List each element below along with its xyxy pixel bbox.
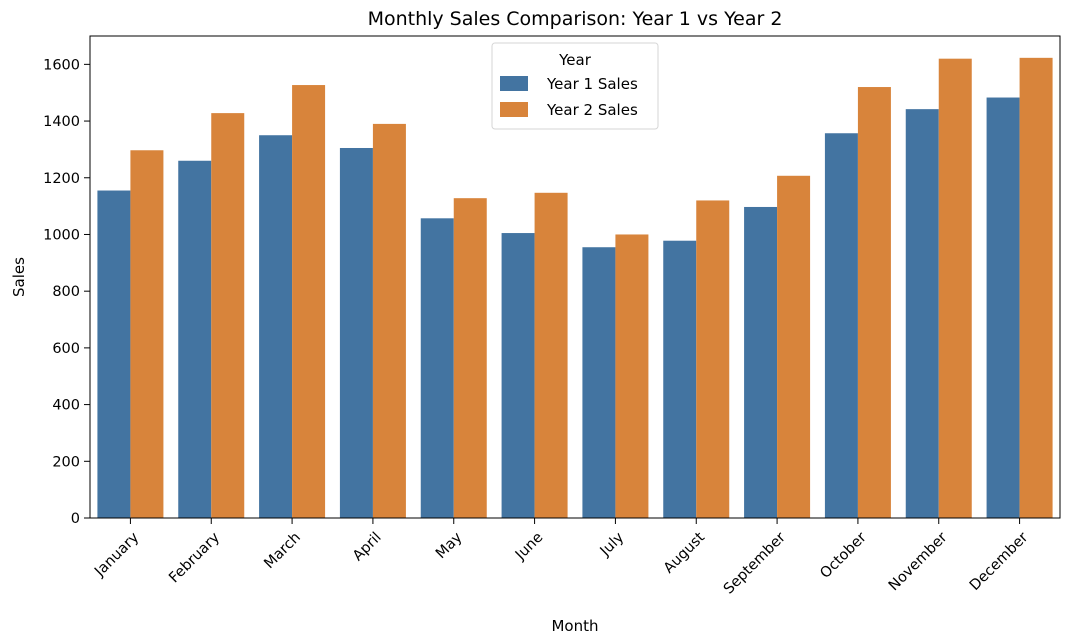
- bar-year1-may: [420, 218, 454, 518]
- legend-swatch-2: [500, 102, 528, 117]
- y-tick-label: 800: [52, 284, 80, 300]
- bar-year2-july: [615, 234, 649, 518]
- x-tick-label-november: November: [886, 529, 951, 594]
- bar-year1-august: [663, 240, 697, 518]
- chart-title: Monthly Sales Comparison: Year 1 vs Year…: [368, 8, 783, 30]
- y-tick-label: 1400: [43, 114, 80, 130]
- y-tick-label: 400: [52, 398, 80, 414]
- bar-year2-june: [534, 192, 568, 519]
- bar-year1-january: [97, 190, 131, 518]
- x-axis-label: Month: [551, 617, 598, 635]
- y-axis-label: Sales: [10, 257, 28, 297]
- bar-year1-february: [178, 160, 212, 519]
- x-tick-label-february: February: [166, 529, 223, 586]
- axes-frame: [89, 35, 1061, 519]
- bar-year1-december: [986, 97, 1020, 518]
- bar-year2-august: [696, 200, 730, 518]
- x-tick-label-december: December: [967, 529, 1032, 594]
- x-tick-label-january: January: [91, 529, 142, 580]
- y-tick-label: 0: [71, 511, 80, 527]
- y-tick-label: 1000: [43, 227, 80, 243]
- bar-year1-march: [259, 135, 293, 518]
- bar-year2-january: [130, 150, 164, 518]
- y-tick-label: 600: [52, 341, 80, 357]
- x-tick-label-june: June: [512, 529, 546, 563]
- bar-year2-september: [777, 175, 811, 518]
- plot-area: 0 200 400 600 800 1000 1200 1400 1600 January Febr…: [43, 35, 1061, 598]
- bar-year1-october: [824, 133, 858, 518]
- bar-year2-march: [292, 85, 326, 518]
- x-tick-label-july: July: [597, 529, 628, 560]
- bar-year2-october: [857, 87, 891, 519]
- bar-year2-february: [211, 113, 245, 519]
- x-tick-label-april: April: [350, 530, 385, 565]
- bar-year2-april: [372, 123, 406, 519]
- bar-year1-july: [582, 247, 616, 518]
- legend-box: [491, 42, 659, 130]
- bar-year2-december: [1019, 57, 1053, 519]
- y-tick-label: 1600: [43, 57, 80, 73]
- legend-label-2: Year 2 Sales: [546, 101, 638, 119]
- bar-year1-november: [905, 109, 939, 519]
- y-tick-label: 1200: [43, 171, 80, 187]
- x-tick-label-august: August: [661, 529, 708, 576]
- bar-year1-june: [501, 233, 535, 518]
- bar-year2-november: [938, 58, 972, 519]
- legend-swatch-1: [500, 76, 528, 91]
- bar-year1-september: [744, 206, 778, 518]
- legend-title: Year: [558, 51, 592, 69]
- x-tick-label-september: September: [721, 529, 789, 597]
- x-tick-label-october: October: [817, 529, 869, 581]
- bar-year2-may: [453, 198, 487, 518]
- bar-year1-april: [339, 147, 373, 518]
- legend: Year Year 1 Sales Year 2 Sales: [491, 42, 659, 130]
- x-tick-label-march: March: [261, 530, 304, 573]
- y-tick-label: 200: [52, 454, 80, 470]
- x-tick-label-may: May: [433, 529, 466, 562]
- legend-label-1: Year 1 Sales: [546, 75, 638, 93]
